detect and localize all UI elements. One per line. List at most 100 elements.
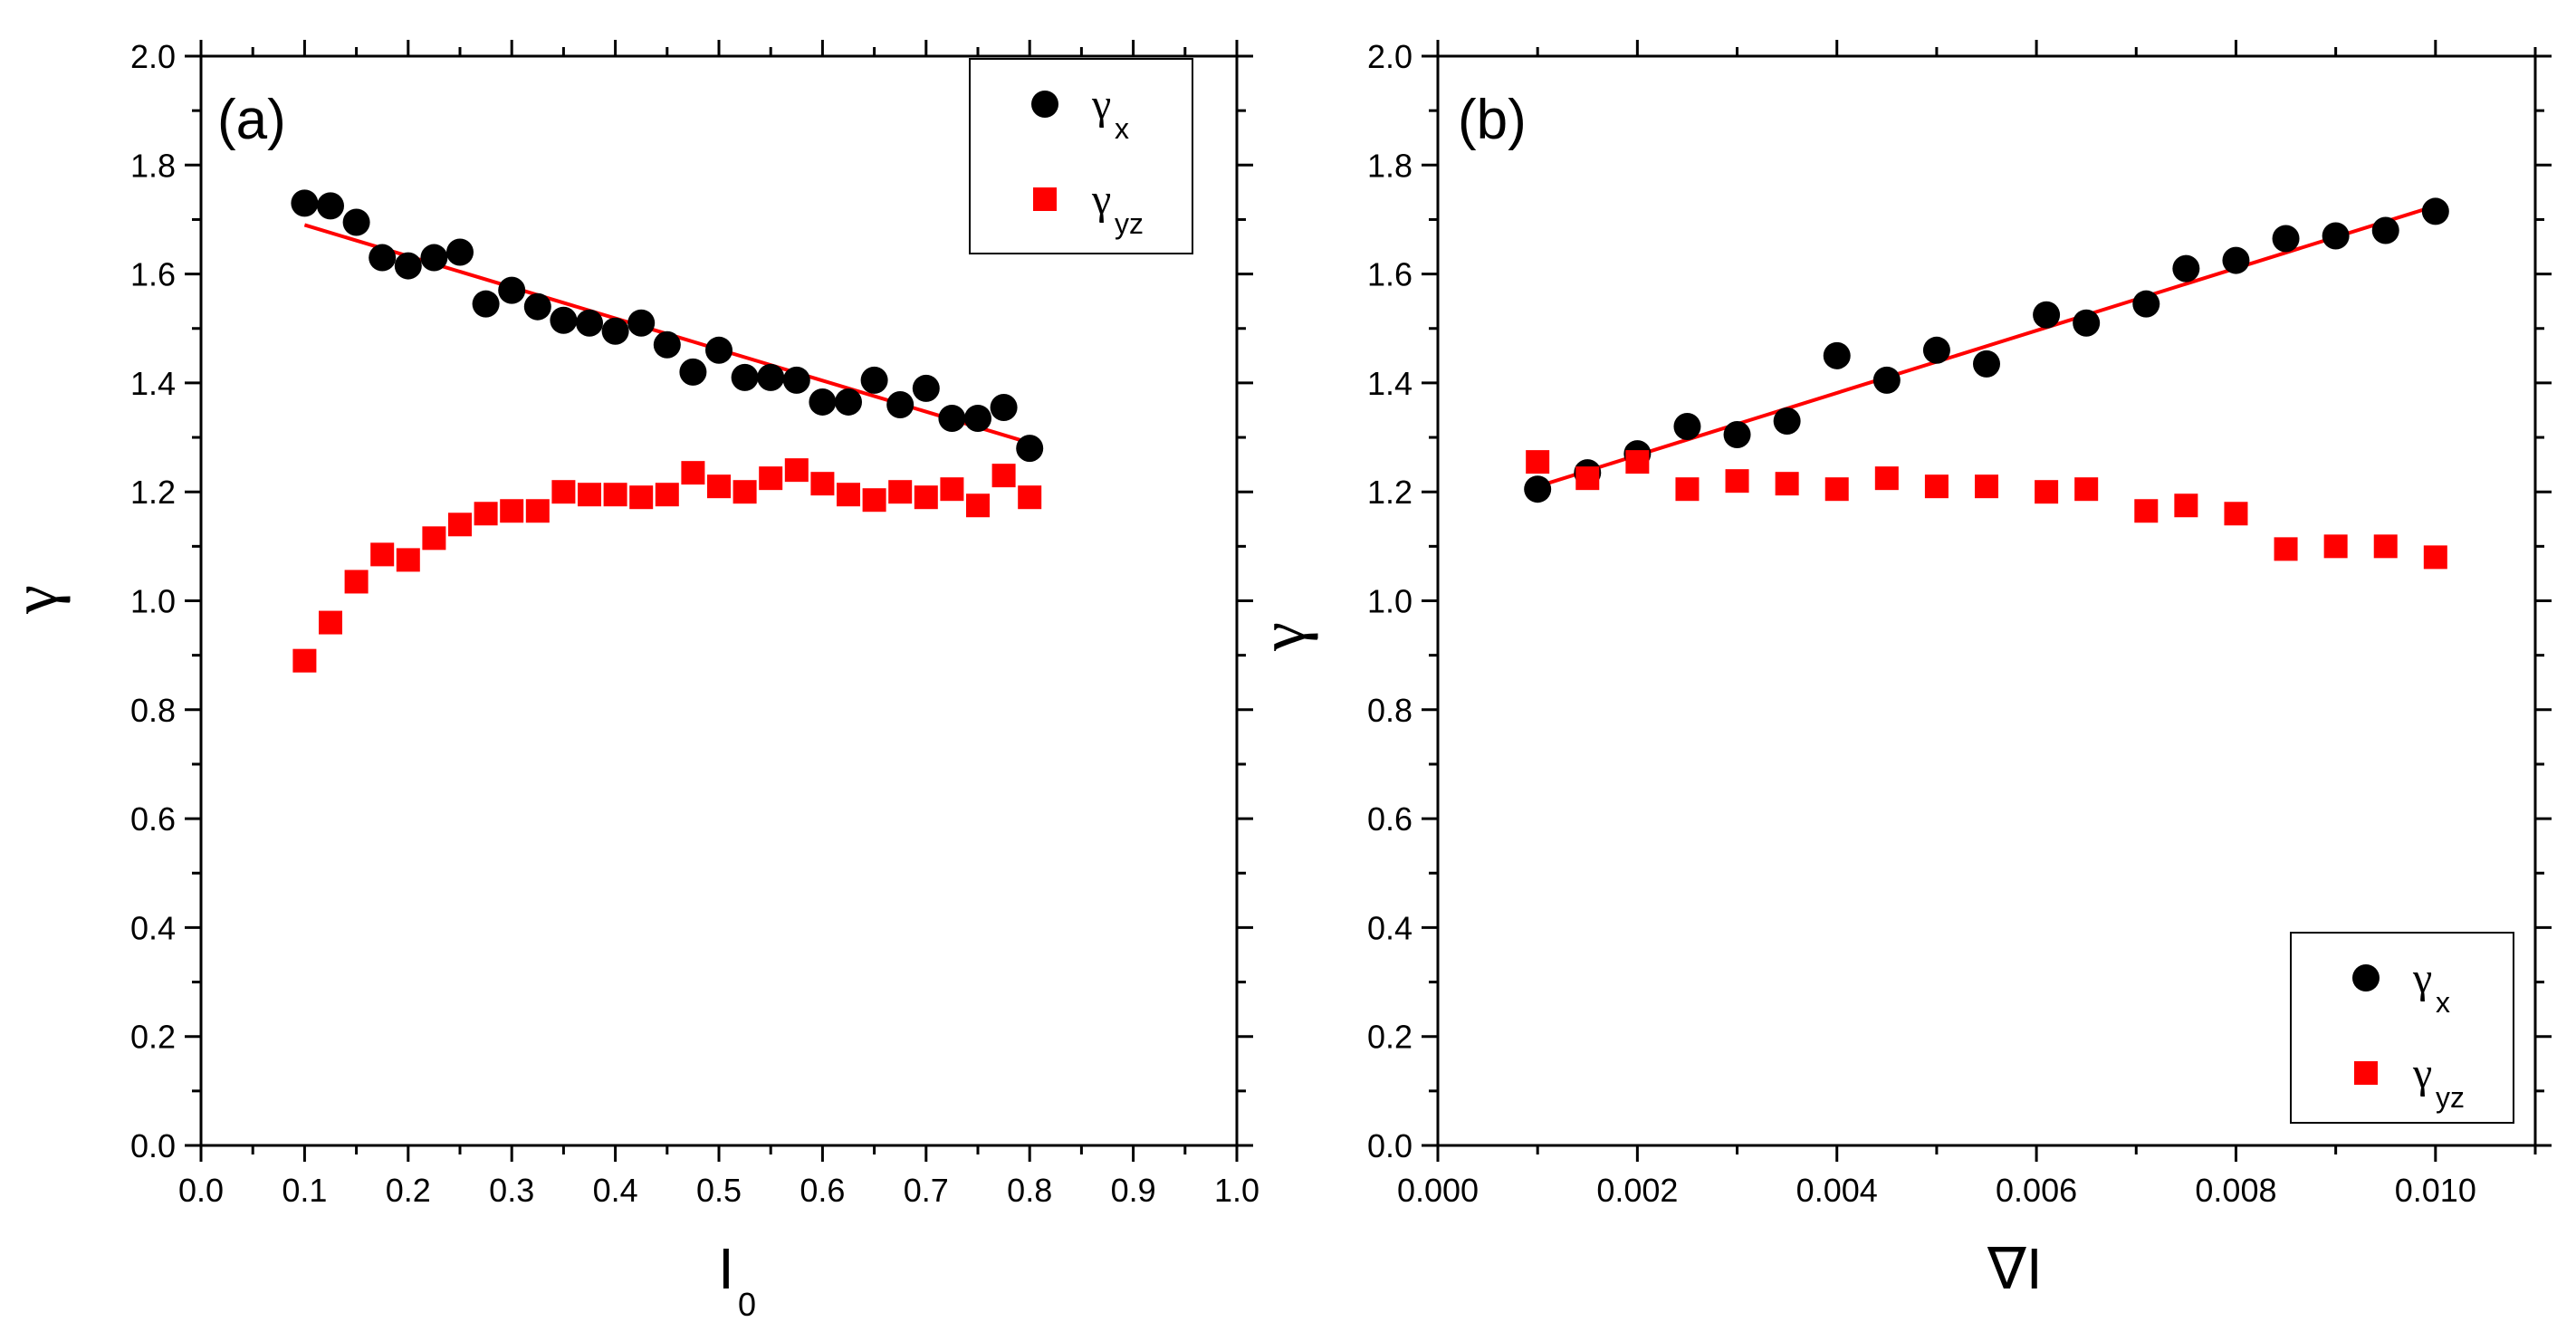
series-x (291, 189, 1044, 463)
y-tick-label: 1.8 (1367, 147, 1412, 184)
data-point-gamma-yz (2174, 493, 2198, 518)
x-tick-label: 0.9 (1111, 1172, 1156, 1209)
data-point-gamma-yz (344, 570, 369, 594)
y-tick-label: 1.6 (1367, 256, 1412, 293)
data-point-gamma-x (2033, 301, 2061, 329)
legend-label-gamma: γ (2412, 1049, 2432, 1097)
data-point-gamma-x (472, 290, 500, 318)
data-point-gamma-x (2073, 309, 2101, 337)
data-point-gamma-yz (888, 480, 913, 504)
data-point-gamma-yz (1924, 474, 1949, 499)
data-point-gamma-yz (1874, 466, 1899, 491)
data-point-gamma-yz (2323, 534, 2348, 559)
data-point-gamma-yz (1775, 472, 1799, 496)
data-point-gamma-x (601, 317, 629, 345)
data-point-gamma-yz (578, 483, 601, 507)
legend-label-subscript: yz (1115, 207, 1144, 240)
y-tick-label: 2.0 (1367, 38, 1412, 75)
data-point-gamma-x (731, 363, 759, 391)
y-tick-label: 0.6 (130, 800, 176, 838)
data-point-gamma-yz (1675, 477, 1700, 502)
legend-marker-circle (1031, 91, 1058, 118)
legend-marker-square (1033, 187, 1057, 211)
y-tick-label: 0.2 (1367, 1019, 1412, 1056)
y-tick-label: 0.4 (130, 909, 176, 946)
legend-marker-square (2354, 1061, 2378, 1085)
data-point-gamma-yz (940, 477, 964, 502)
data-point-gamma-x (291, 189, 319, 217)
x-axis-title-subscript: 0 (738, 1286, 756, 1322)
data-point-gamma-yz (1625, 450, 1650, 474)
data-point-gamma-x (342, 208, 370, 236)
y-tick-label: 0.4 (1367, 909, 1412, 946)
panel-label: (a) (217, 89, 286, 151)
series-x (1524, 197, 2449, 503)
data-point-gamma-yz (2035, 480, 2059, 504)
data-point-gamma-x (990, 393, 1018, 421)
data-point-gamma-x (498, 276, 526, 304)
y-tick-label: 2.0 (130, 38, 176, 75)
data-point-gamma-x (653, 330, 681, 359)
data-point-gamma-x (394, 252, 422, 280)
y-tick-label: 1.2 (130, 474, 176, 511)
y-tick-label: 0.0 (1367, 1127, 1412, 1164)
x-tick-label: 0.7 (904, 1172, 949, 1209)
data-point-gamma-yz (292, 648, 317, 673)
y-axis-title: γ (0, 585, 71, 615)
x-tick-label: 0.002 (1596, 1172, 1678, 1209)
data-point-gamma-yz (448, 513, 472, 537)
data-point-gamma-yz (966, 493, 990, 518)
x-tick-label: 0.4 (593, 1172, 638, 1209)
data-point-gamma-yz (603, 483, 627, 507)
y-tick-label: 1.2 (1367, 474, 1412, 511)
y-tick-label: 0.8 (1367, 692, 1412, 729)
data-point-gamma-x (2222, 246, 2250, 274)
data-point-gamma-yz (862, 488, 886, 513)
legend-label-subscript: x (1115, 112, 1129, 145)
x-tick-label: 0.006 (1996, 1172, 2077, 1209)
x-tick-label: 0.8 (1007, 1172, 1052, 1209)
data-point-gamma-yz (474, 502, 498, 526)
data-point-gamma-yz (810, 472, 835, 496)
data-point-gamma-yz (733, 480, 757, 504)
data-point-gamma-x (369, 244, 397, 272)
x-tick-label: 0.2 (386, 1172, 431, 1209)
data-point-gamma-yz (370, 542, 395, 567)
data-point-gamma-yz (1526, 450, 1550, 474)
y-tick-label: 1.0 (130, 583, 176, 620)
data-point-gamma-x (1773, 407, 1801, 436)
chart-panel-a: 0.0 0.1 0.2 0.3 0.4 0.5 0.6 0.7 0.8 0.9 1.0 0.0 0.2 0… (0, 38, 1259, 1322)
data-point-gamma-x (2272, 225, 2300, 253)
data-point-gamma-x (317, 192, 344, 220)
legend-label-gamma: γ (1091, 176, 1111, 224)
data-point-gamma-yz (551, 480, 576, 504)
y-tick-label: 0.2 (130, 1019, 176, 1056)
data-point-gamma-yz (629, 485, 654, 510)
data-point-gamma-x (912, 374, 940, 402)
legend: γ xγ yz (969, 58, 1193, 254)
legend-label-gamma: γ (1091, 81, 1111, 129)
data-point-gamma-yz (1018, 485, 1042, 510)
y-axis-title: γ (1246, 622, 1318, 652)
data-point-gamma-yz (1975, 474, 1998, 499)
x-tick-label: 0.6 (800, 1172, 845, 1209)
legend-box (2290, 932, 2514, 1124)
data-point-gamma-yz (2274, 537, 2298, 561)
data-point-gamma-x (576, 309, 603, 337)
data-point-gamma-x (938, 404, 966, 432)
data-point-gamma-x (809, 388, 837, 416)
data-point-gamma-yz (2224, 502, 2248, 526)
data-point-gamma-x (835, 388, 862, 416)
legend-label-gamma: γ (2412, 954, 2432, 1002)
x-tick-label: 0.1 (282, 1172, 327, 1209)
data-point-gamma-x (446, 238, 474, 266)
data-point-gamma-yz (2373, 534, 2398, 559)
data-point-gamma-x (2421, 197, 2449, 225)
y-tick-label: 1.4 (1367, 365, 1412, 402)
legend: γ xγ yz (2290, 932, 2514, 1124)
x-tick-label: 0.008 (2195, 1172, 2276, 1209)
legend-label-subscript: yz (2436, 1081, 2465, 1114)
data-point-gamma-x (1524, 475, 1552, 503)
data-point-gamma-yz (681, 461, 705, 485)
